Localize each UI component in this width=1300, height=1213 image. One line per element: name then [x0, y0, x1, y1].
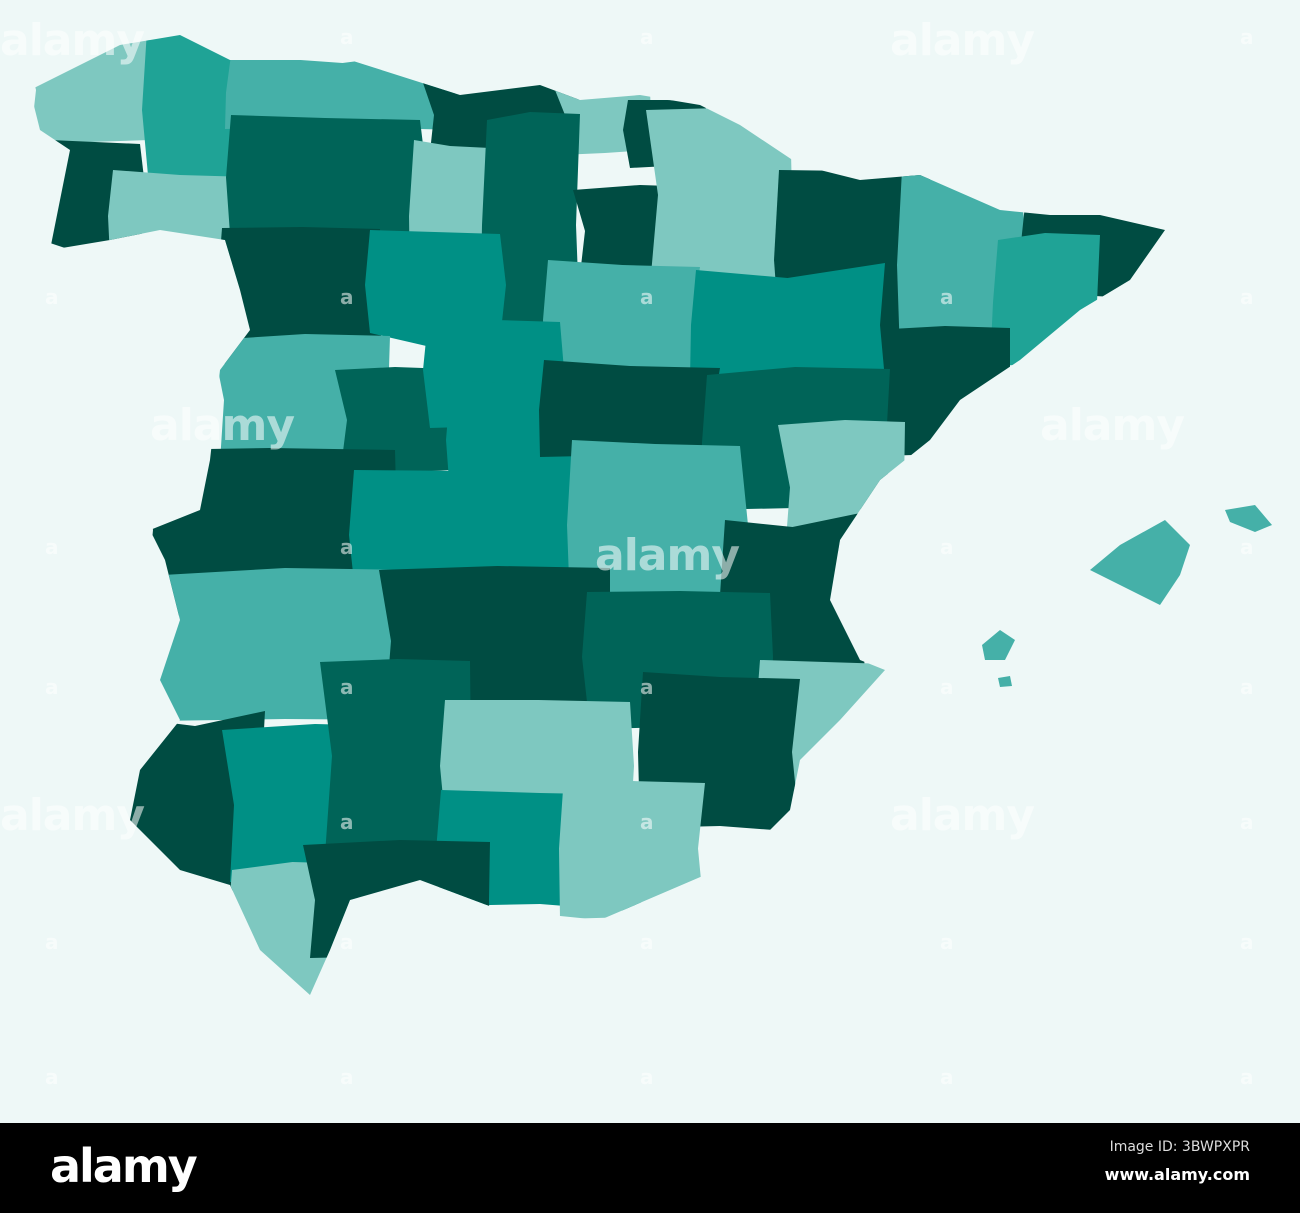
- watermark-icon: a: [45, 535, 58, 559]
- watermark-icon: a: [640, 675, 653, 699]
- province-region: [303, 840, 490, 958]
- watermark: alamy: [0, 15, 145, 66]
- watermark-icon: a: [640, 25, 653, 49]
- watermark: alamy: [890, 15, 1035, 66]
- province-region: [365, 230, 506, 348]
- province-region: [543, 260, 700, 380]
- mainland-provinces: [30, 35, 1165, 995]
- watermark-icon: a: [940, 535, 953, 559]
- province-region: [646, 108, 792, 286]
- watermark-icon: a: [1240, 675, 1253, 699]
- watermark-icon: a: [640, 810, 653, 834]
- watermark-icon: a: [45, 1065, 58, 1089]
- image-id: Image ID: 3BWPXPR: [1109, 1139, 1250, 1155]
- watermark: alamy: [0, 790, 145, 841]
- watermark-icon: a: [340, 285, 353, 309]
- province-region: [142, 35, 233, 197]
- footer-bar: alamy Image ID: 3BWPXPR www.alamy.com: [0, 1123, 1300, 1213]
- watermark-icon: a: [340, 535, 353, 559]
- watermark-icon: a: [940, 930, 953, 954]
- watermark-icon: a: [340, 1065, 353, 1089]
- watermark: alamy: [595, 530, 740, 581]
- province-region: [217, 227, 383, 367]
- balearic-islands: [982, 505, 1272, 687]
- province-region: [212, 334, 390, 462]
- watermark-icon: a: [1240, 285, 1253, 309]
- watermark-icon: a: [340, 810, 353, 834]
- province-region: [539, 360, 720, 460]
- province-region: [567, 440, 748, 610]
- watermark-icon: a: [1240, 25, 1253, 49]
- watermark-icon: a: [640, 930, 653, 954]
- island: [998, 676, 1012, 687]
- watermark-icon: a: [45, 675, 58, 699]
- province-region: [690, 263, 885, 380]
- island: [1225, 505, 1272, 532]
- watermark-icon: a: [340, 675, 353, 699]
- province-region: [226, 115, 427, 240]
- watermark-icon: a: [1240, 810, 1253, 834]
- watermark: alamy: [150, 400, 295, 451]
- spain-provinces-map: [30, 35, 1272, 995]
- island: [1090, 520, 1190, 605]
- watermark: alamy: [890, 790, 1035, 841]
- watermark-icon: a: [1240, 930, 1253, 954]
- watermark-icon: a: [940, 285, 953, 309]
- watermark-icon: a: [1240, 535, 1253, 559]
- province-region: [335, 367, 451, 475]
- province-region: [559, 775, 705, 922]
- island: [982, 630, 1015, 660]
- watermark-icon: a: [1240, 1065, 1253, 1089]
- alamy-logo: alamy: [50, 1139, 198, 1193]
- watermark-icon: a: [45, 285, 58, 309]
- watermark-icon: a: [340, 930, 353, 954]
- watermark-icon: a: [940, 1065, 953, 1089]
- watermark: alamy: [1040, 400, 1185, 451]
- province-region: [320, 659, 471, 855]
- watermark-icon: a: [640, 1065, 653, 1089]
- site-url[interactable]: www.alamy.com: [1104, 1165, 1250, 1184]
- watermark-icon: a: [340, 25, 353, 49]
- watermark-icon: a: [640, 285, 653, 309]
- watermark-icon: a: [940, 675, 953, 699]
- watermark-icon: a: [45, 930, 58, 954]
